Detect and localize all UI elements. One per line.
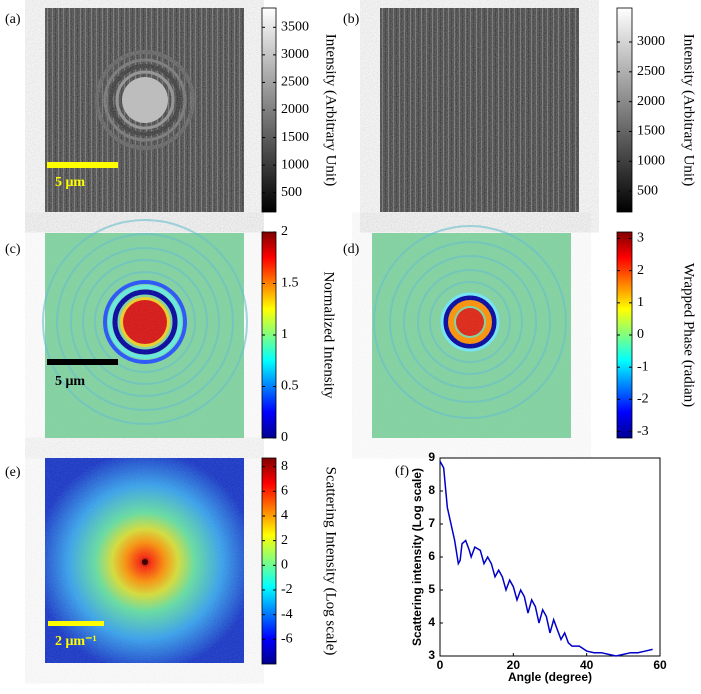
- x-tick-label: 0: [437, 658, 444, 672]
- colorbar: [261, 457, 277, 665]
- y-tick-label: 9: [428, 450, 435, 464]
- x-tick-label: 60: [653, 658, 667, 672]
- colorbar-tick-label: 2000: [637, 94, 665, 109]
- scalebar-label: 5 μm: [55, 374, 85, 389]
- colorbar-label: Wrapped Phase (radian): [681, 263, 697, 407]
- plot-frame: [439, 457, 661, 657]
- panel-label: (c): [5, 242, 21, 257]
- colorbar-label: Scattering Intensity (Log scale): [323, 467, 339, 656]
- image-b: [380, 8, 579, 212]
- colorbar-tick-label: 1000: [637, 154, 665, 169]
- y-axis-label: Scattering intensity (Log scale): [410, 468, 424, 646]
- colorbar-tick-label: 2: [281, 533, 288, 548]
- colorbar-tick-label: 4: [281, 508, 288, 523]
- x-axis-label: Angle (degree): [508, 670, 592, 684]
- y-tick-label: 7: [428, 516, 435, 530]
- panel-label: (d): [343, 242, 360, 257]
- image-e: 2 μm⁻¹: [45, 458, 244, 663]
- panel-label: (a): [5, 12, 21, 27]
- colorbar-tick-label: 2500: [281, 75, 309, 90]
- y-tick-label: 3: [428, 648, 435, 662]
- scalebar-label: 2 μm⁻¹: [55, 634, 97, 649]
- colorbar-tick-label: 0: [637, 327, 644, 342]
- colorbar-tick-label: 2500: [637, 64, 665, 79]
- colorbar-tick-label: -2: [637, 392, 649, 407]
- colorbar-tick-label: 8: [281, 459, 288, 474]
- image-a: 5 μm: [45, 8, 244, 212]
- colorbar-tick-label: 2000: [281, 102, 309, 117]
- colorbar-tick-label: 1000: [281, 157, 309, 172]
- image-c: 5 μm: [42, 219, 248, 438]
- colorbar: [616, 7, 633, 213]
- colorbar-label: Intensity (Arbitrary Unit): [323, 34, 339, 186]
- colorbar-tick-label: 1: [637, 295, 644, 310]
- colorbar-tick-label: 2: [281, 224, 288, 239]
- colorbar-tick-label: 1500: [281, 130, 309, 145]
- colorbar-tick-label: 500: [637, 183, 658, 198]
- image-d: [372, 225, 571, 438]
- panel-label: (e): [5, 465, 21, 480]
- colorbar-tick-label: 0: [281, 430, 288, 445]
- y-tick-label: 5: [428, 582, 435, 596]
- colorbar-tick-label: 3500: [281, 20, 309, 35]
- colorbar-tick-label: 500: [281, 185, 302, 200]
- colorbar-tick-label: 1: [281, 327, 288, 342]
- colorbar-tick-label: -6: [281, 632, 293, 647]
- colorbar-tick-label: 6: [281, 484, 288, 499]
- colorbar-tick-label: 1500: [637, 124, 665, 139]
- colorbar-tick-label: 1.5: [281, 276, 299, 291]
- colorbar-tick-label: 3000: [281, 47, 309, 62]
- x-tick-label: 20: [507, 658, 521, 672]
- colorbar-tick-label: -3: [637, 424, 649, 439]
- colorbar-tick-label: 3: [637, 231, 644, 246]
- y-tick-label: 8: [428, 483, 435, 497]
- colorbar-tick-label: 0.5: [281, 379, 299, 394]
- colorbar-tick-label: -2: [281, 582, 293, 597]
- scalebar-label: 5 μm: [55, 175, 85, 190]
- colorbar-tick-label: -1: [637, 359, 649, 374]
- colorbar-tick-label: 0: [281, 558, 288, 573]
- y-tick-label: 6: [428, 549, 435, 563]
- panel-label: (f): [395, 464, 409, 479]
- colorbar-label: Intensity (Arbitrary Unit): [681, 34, 697, 186]
- panel-label: (b): [343, 12, 360, 27]
- colorbar-tick-label: 2: [637, 263, 644, 278]
- y-tick-label: 4: [428, 615, 435, 629]
- colorbar-label: Normalized Intensity: [321, 271, 337, 399]
- colorbar-tick-label: -4: [281, 607, 293, 622]
- x-tick-label: 40: [580, 658, 594, 672]
- line: [439, 460, 653, 657]
- colorbar-tick-label: 3000: [637, 34, 665, 49]
